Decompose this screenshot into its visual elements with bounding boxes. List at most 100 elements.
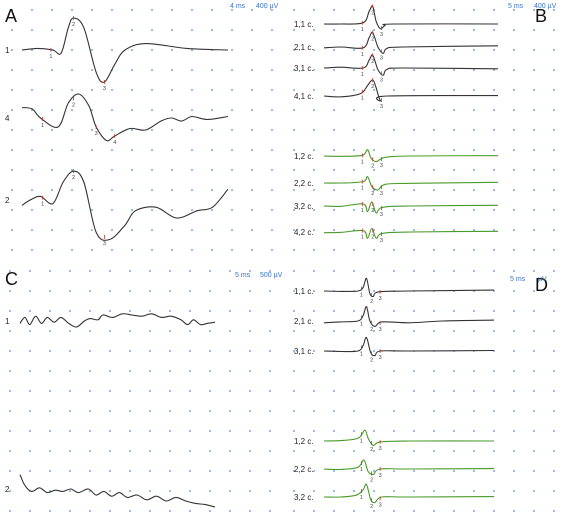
grid-dot	[353, 89, 355, 91]
grid-dot	[151, 69, 153, 71]
trace: 4,1 c. 123	[294, 78, 499, 110]
traces: 12	[5, 313, 216, 508]
panel-b: B 5 ms 400 µV 1,1 c. 1 2 3 2,1 c. 1 2 3 3,1 c. 1 2…	[286, 0, 567, 258]
grid-dot	[189, 410, 191, 412]
grid-dot	[209, 350, 211, 352]
grid-dot	[373, 69, 375, 71]
trace-line	[323, 306, 495, 327]
marker-label: 2	[72, 175, 75, 181]
grid-dot	[91, 189, 93, 191]
grid-dot	[313, 89, 315, 91]
grid-dot	[513, 49, 515, 51]
grid-dot	[293, 49, 295, 51]
grid-dot	[91, 109, 93, 111]
grid-dot	[171, 169, 173, 171]
grid-dot	[513, 89, 515, 91]
trace-label: 3,2 c.	[294, 202, 314, 211]
grid-dot	[293, 430, 295, 432]
grid-dot	[169, 490, 171, 492]
grid-dot	[251, 169, 253, 171]
grid-dot	[129, 370, 131, 372]
grid-dot	[373, 310, 375, 312]
grid-dot	[271, 69, 273, 71]
grid-dot	[31, 169, 33, 171]
marker-label: 3	[380, 238, 383, 244]
grid-dot	[129, 330, 131, 332]
grid-dot	[333, 9, 335, 11]
grid-dot	[89, 290, 91, 292]
grid-dot	[109, 350, 111, 352]
grid-dot	[131, 249, 133, 251]
grid-dot	[149, 430, 151, 432]
grid-dot	[151, 9, 153, 11]
grid-dot	[533, 290, 535, 292]
grid-dot	[129, 310, 131, 312]
grid-dot	[109, 490, 111, 492]
trace-line	[323, 54, 499, 76]
grid-dot	[433, 330, 435, 332]
grid-dot	[131, 149, 133, 151]
grid-dot	[149, 370, 151, 372]
grid-dot	[231, 109, 233, 111]
grid-dot	[149, 390, 151, 392]
grid-dot	[293, 9, 295, 11]
grid-dot	[373, 390, 375, 392]
grid-dot	[69, 450, 71, 452]
grid-dot	[433, 510, 435, 512]
grid-dot	[69, 390, 71, 392]
grid-dot	[293, 290, 295, 292]
grid-dot	[29, 290, 31, 292]
grid-dot	[353, 9, 355, 11]
grid-dot	[473, 410, 475, 412]
grid-dot	[191, 189, 193, 191]
grid-dot	[373, 249, 375, 251]
grid-dot	[69, 330, 71, 332]
grid-dot	[313, 290, 315, 292]
grid-dot	[373, 330, 375, 332]
grid-dot	[251, 9, 253, 11]
grid-dot	[151, 169, 153, 171]
grid-dot	[473, 229, 475, 231]
trace-label: 1	[5, 46, 10, 55]
grid-dot	[413, 169, 415, 171]
panel-a-plot: A 4 ms 400 µV 1 1 2 3 4 1 2 3 4 2 1 2 3	[5, 3, 279, 251]
grid-dot	[533, 510, 535, 512]
grid-dot	[91, 89, 93, 91]
grid-dot	[313, 410, 315, 412]
grid-dot	[393, 270, 395, 272]
grid-dot	[171, 89, 173, 91]
grid-dot	[231, 209, 233, 211]
grid-dot	[453, 29, 455, 31]
grid-dot	[393, 209, 395, 211]
grid-dot	[453, 310, 455, 312]
grid-dot	[109, 330, 111, 332]
marker-label: 2	[370, 504, 373, 510]
grid-dot	[553, 330, 555, 332]
trace-label: 2	[5, 196, 10, 205]
grid-dot	[9, 350, 11, 352]
grid-dot	[393, 370, 395, 372]
marker-label: 3	[379, 296, 382, 302]
grid-dot	[231, 149, 233, 151]
grid-dot	[11, 149, 13, 151]
grid-dot	[149, 310, 151, 312]
grid-dot	[333, 410, 335, 412]
grid-dot	[433, 129, 435, 131]
grid-dot	[413, 109, 415, 111]
marker-label: 1	[361, 235, 364, 241]
grid-dot	[109, 510, 111, 512]
grid-dot	[553, 490, 555, 492]
grid-dot	[313, 270, 315, 272]
grid-dot	[473, 129, 475, 131]
grid-dot	[313, 69, 315, 71]
grid-dot	[249, 310, 251, 312]
grid-dot	[373, 470, 375, 472]
marker-label: 3	[380, 191, 383, 197]
trace-line	[323, 31, 499, 54]
grid-dot	[231, 169, 233, 171]
grid-dot	[453, 89, 455, 91]
grid-dot	[211, 9, 213, 11]
grid-dot	[149, 330, 151, 332]
grid-dot	[9, 410, 11, 412]
